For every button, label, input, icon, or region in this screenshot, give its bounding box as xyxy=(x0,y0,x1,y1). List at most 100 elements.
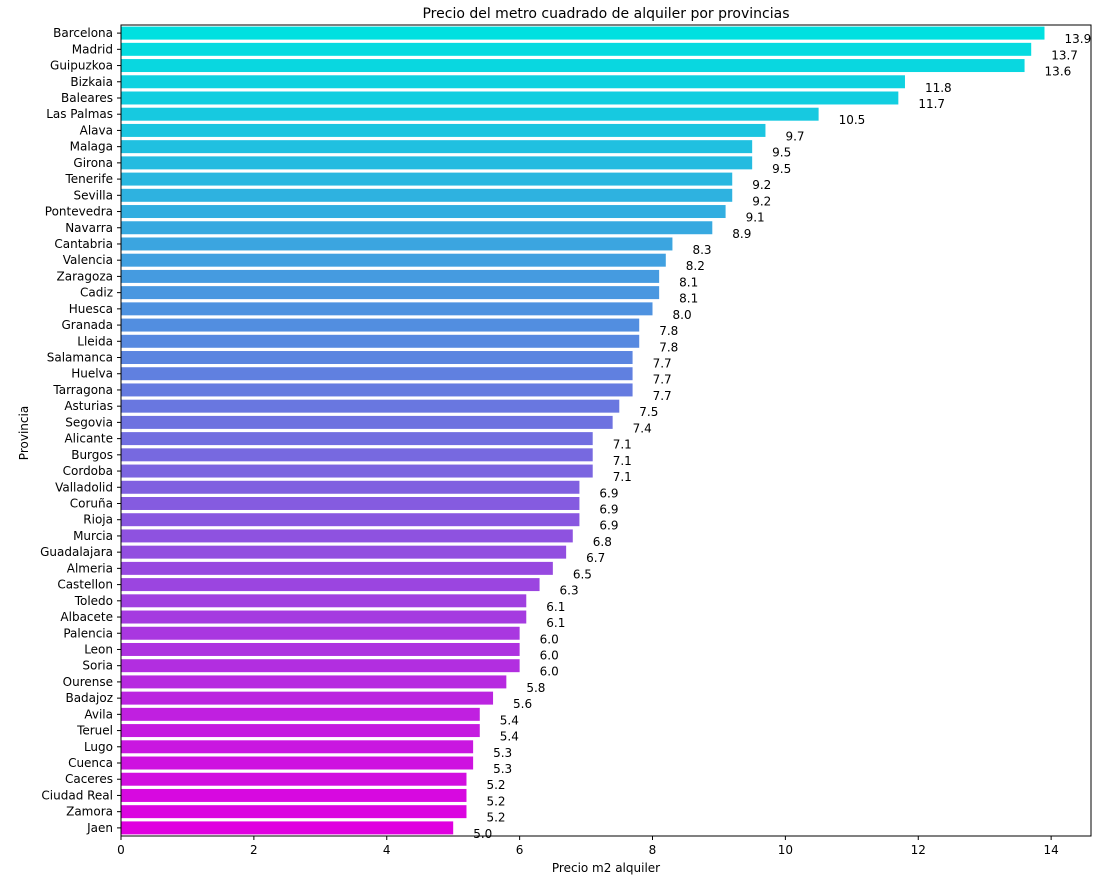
bar xyxy=(121,626,520,640)
y-tick-label: Toledo xyxy=(74,594,113,608)
bar xyxy=(121,91,899,105)
bar-value-label: 7.1 xyxy=(613,454,632,468)
y-tick-label: Caceres xyxy=(65,772,113,786)
x-tick-label: 10 xyxy=(778,843,793,857)
bar xyxy=(121,237,673,251)
bar xyxy=(121,561,553,575)
y-tick-label: Rioja xyxy=(83,513,113,527)
bar xyxy=(121,156,753,170)
y-tick-label: Teruel xyxy=(76,724,113,738)
bar xyxy=(121,432,593,446)
bar xyxy=(121,188,733,202)
y-tick-label: Cadiz xyxy=(80,286,113,300)
y-tick-label: Palencia xyxy=(63,626,113,640)
bar-value-label: 9.2 xyxy=(752,194,771,208)
y-tick-label: Baleares xyxy=(61,91,113,105)
bar-value-label: 5.8 xyxy=(526,681,545,695)
bar xyxy=(121,691,494,705)
bar xyxy=(121,480,580,494)
bar-value-label: 6.0 xyxy=(540,665,559,679)
bar-value-label: 6.9 xyxy=(599,519,618,533)
y-tick-label: Jaen xyxy=(86,821,113,835)
bar xyxy=(121,594,527,608)
y-tick-label: Murcia xyxy=(73,529,113,543)
bar-value-label: 7.7 xyxy=(653,373,672,387)
x-tick-label: 6 xyxy=(516,843,524,857)
value-labels-group: 13.913.713.611.811.710.59.79.59.59.29.29… xyxy=(473,32,1091,841)
y-tick-label: Bizkaia xyxy=(70,75,113,89)
y-tick-label: Alicante xyxy=(64,432,113,446)
y-tick-label: Tarragona xyxy=(52,383,113,397)
y-tick-label: Madrid xyxy=(72,42,113,56)
bar xyxy=(121,334,640,348)
y-tick-label: Castellon xyxy=(57,578,113,592)
chart-title: Precio del metro cuadrado de alquiler po… xyxy=(422,6,789,22)
bar xyxy=(121,448,593,462)
bar-value-label: 6.5 xyxy=(573,567,592,581)
bar xyxy=(121,302,653,316)
y-tick-label: Alava xyxy=(80,123,113,137)
bar-value-label: 5.0 xyxy=(473,827,492,841)
bar-value-label: 5.2 xyxy=(486,811,505,825)
y-tick-label: Girona xyxy=(73,156,113,170)
y-tick-label: Tenerife xyxy=(64,172,113,186)
plot-frame xyxy=(120,24,1092,837)
y-tick-label: Segovia xyxy=(65,415,113,429)
bar-value-label: 9.5 xyxy=(772,146,791,160)
bars-group xyxy=(121,26,1045,835)
y-tick-label: Albacete xyxy=(60,610,113,624)
x-axis-label: Precio m2 alquiler xyxy=(552,861,660,875)
bar-value-label: 8.0 xyxy=(673,308,692,322)
bar xyxy=(121,497,580,510)
y-tick-label: Leon xyxy=(84,642,113,656)
bar xyxy=(121,221,713,235)
bar-value-label: 6.1 xyxy=(546,600,565,614)
bar xyxy=(121,367,633,381)
bar-value-label: 11.7 xyxy=(918,97,945,111)
bar-value-label: 10.5 xyxy=(839,113,866,127)
y-tick-label: Lleida xyxy=(77,334,113,348)
y-tick-label: Sevilla xyxy=(74,188,113,202)
bar-value-label: 6.8 xyxy=(593,535,612,549)
y-axis-ticks: Barcelona Madrid Guipuzkoa Bizkaia Baleares L… xyxy=(40,26,121,835)
bar xyxy=(121,788,467,802)
bar-value-label: 9.2 xyxy=(752,178,771,192)
y-tick-label: Ourense xyxy=(63,675,113,689)
bar xyxy=(121,269,660,283)
bar xyxy=(121,821,454,835)
bar xyxy=(121,464,593,478)
bar-value-label: 5.2 xyxy=(486,794,505,808)
bar-value-label: 11.8 xyxy=(925,81,952,95)
bar-value-label: 7.4 xyxy=(633,421,652,435)
bar xyxy=(121,772,467,786)
y-tick-label: Asturias xyxy=(64,399,113,413)
bar xyxy=(121,318,640,332)
y-tick-label: Salamanca xyxy=(47,351,113,365)
bar-value-label: 13.7 xyxy=(1051,48,1078,62)
bar xyxy=(121,513,580,527)
bar-value-label: 7.8 xyxy=(659,324,678,338)
x-tick-label: 14 xyxy=(1043,843,1058,857)
y-tick-label: Barcelona xyxy=(53,26,113,40)
x-tick-label: 12 xyxy=(911,843,926,857)
bar-value-label: 5.3 xyxy=(493,762,512,776)
x-tick-label: 0 xyxy=(117,843,125,857)
y-tick-label: Coruña xyxy=(70,496,113,510)
bar xyxy=(121,205,726,219)
x-tick-label: 8 xyxy=(649,843,657,857)
y-tick-label: Guadalajara xyxy=(40,545,113,559)
bar-value-label: 8.9 xyxy=(732,227,751,241)
bar-value-label: 7.7 xyxy=(653,357,672,371)
y-tick-label: Granada xyxy=(61,318,113,332)
x-tick-label: 2 xyxy=(250,843,258,857)
bar-value-label: 13.6 xyxy=(1045,65,1072,79)
bar-value-label: 7.1 xyxy=(613,470,632,484)
bar xyxy=(121,383,633,397)
bar-value-label: 9.7 xyxy=(785,129,804,143)
bar xyxy=(121,642,520,656)
bar xyxy=(121,675,507,689)
bar xyxy=(121,756,474,770)
bar-value-label: 5.4 xyxy=(500,730,519,744)
bar-value-label: 13.9 xyxy=(1064,32,1091,46)
